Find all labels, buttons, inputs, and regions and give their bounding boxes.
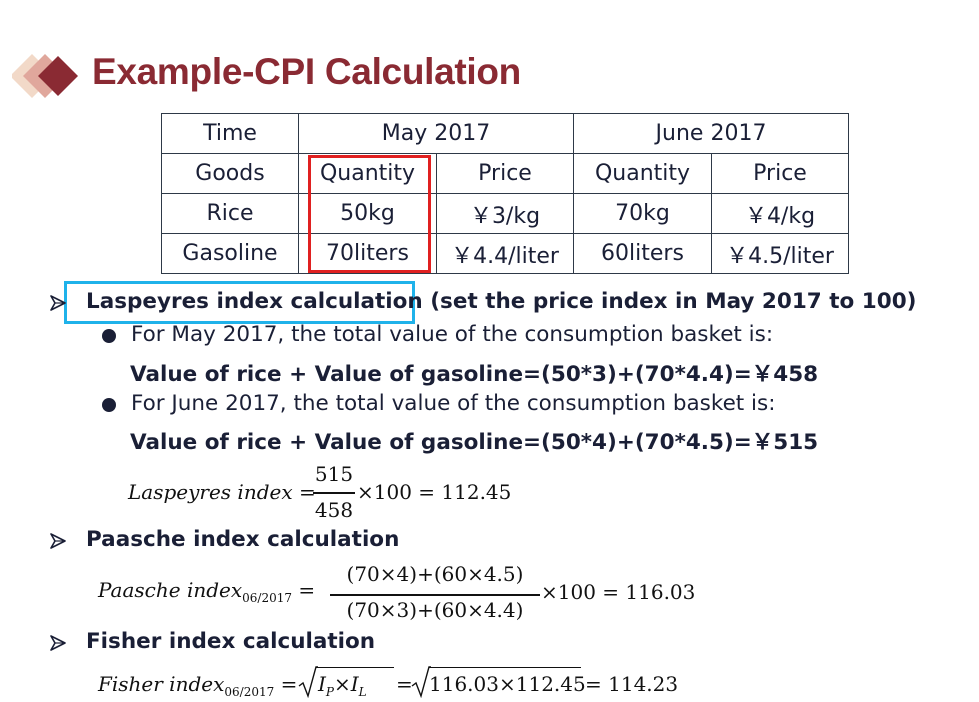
- radical-bar: [316, 667, 394, 669]
- june-basket-calc: Value of rice + Value of gasoline=(50*4)…: [130, 430, 819, 455]
- square-root-icon: [298, 666, 318, 698]
- table-cell: 70kg: [573, 193, 712, 234]
- square-root-icon: [411, 666, 431, 698]
- table-cell: ￥4/kg: [711, 193, 849, 234]
- laspeyres-heading: Laspeyres index calculation (set the pri…: [86, 289, 917, 314]
- may-basket-calc: Value of rice + Value of gasoline=(50*3)…: [130, 362, 819, 387]
- laspeyres-denominator: 458: [314, 498, 354, 522]
- fisher-result: = 114.23: [585, 672, 679, 696]
- table-cell: Goods: [161, 153, 299, 194]
- quantity-highlight-box: [308, 155, 431, 273]
- table-cell: Rice: [161, 193, 299, 234]
- paasche-heading: Paasche index calculation: [86, 527, 400, 552]
- paasche-formula: Paasche index06/2017 = (70×4)+(60×4.5) (…: [98, 562, 696, 622]
- table-row: Gasoline 70liters ￥4.4/liter 60liters ￥4…: [161, 233, 849, 274]
- paasche-formula-label: Paasche index: [98, 578, 243, 602]
- paasche-denominator: (70×3)+(60×4.4): [346, 598, 524, 622]
- table-cell: Price: [711, 153, 849, 194]
- fisher-heading: Fisher index calculation: [86, 629, 376, 654]
- laspeyres-numerator: 515: [314, 462, 354, 486]
- table-cell: Time: [161, 113, 299, 154]
- table-row: Rice 50kg ￥3/kg 70kg ￥4/kg: [161, 193, 849, 234]
- table-cell: ￥3/kg: [436, 193, 574, 234]
- fisher-formula: Fisher index06/2017 = IP×IL = 116.03×112…: [98, 664, 698, 700]
- arrowhead-bullet-icon: [50, 635, 66, 651]
- table-cell: ￥4.5/liter: [711, 233, 849, 274]
- table-row: Time May 2017 June 2017: [161, 113, 849, 154]
- fisher-subscript: 06/2017: [224, 685, 275, 699]
- table-cell: 60liters: [573, 233, 712, 274]
- table-cell: Gasoline: [161, 233, 299, 274]
- round-bullet-icon: [102, 329, 116, 343]
- laspeyres-formula-label: Laspeyres index: [128, 480, 293, 504]
- price-quantity-table: Time May 2017 June 2017 Goods Quantity P…: [161, 113, 849, 274]
- laspeyres-heading-rest: (set the price index in May 2017 to 100): [422, 289, 917, 314]
- fraction-bar: [313, 492, 355, 494]
- table-cell: ￥4.4/liter: [436, 233, 574, 274]
- may-basket-text: For May 2017, the total value of the con…: [131, 322, 774, 347]
- arrowhead-bullet-icon: [50, 295, 66, 311]
- fisher-radicand-1: IP×IL: [318, 672, 367, 699]
- table-cell: May 2017: [298, 113, 574, 154]
- laspeyres-heading-boxed: Laspeyres index calculation: [86, 289, 423, 314]
- table-cell: Price: [436, 153, 574, 194]
- radical-bar: [429, 667, 581, 669]
- paasche-numerator: (70×4)+(60×4.5): [346, 562, 524, 586]
- equals-sign: =: [396, 672, 413, 696]
- page-title: Example-CPI Calculation: [92, 51, 521, 92]
- june-basket-text: For June 2017, the total value of the co…: [131, 391, 776, 416]
- table-cell: Quantity: [573, 153, 712, 194]
- laspeyres-result: ×100 = 112.45: [357, 480, 512, 504]
- paasche-result: ×100 = 116.03: [541, 580, 696, 604]
- table-cell: 70liters: [298, 233, 437, 274]
- paasche-subscript: 06/2017: [242, 591, 292, 605]
- fisher-radicand-2: 116.03×112.45: [429, 672, 586, 696]
- round-bullet-icon: [102, 398, 116, 412]
- laspeyres-formula: Laspeyres index = 515 458 ×100 = 112.45: [128, 462, 512, 522]
- fraction-bar: [330, 594, 540, 596]
- table-cell: June 2017: [573, 113, 849, 154]
- arrowhead-bullet-icon: [50, 533, 66, 549]
- fisher-formula-label: Fisher index: [98, 672, 225, 696]
- diamond-logo-icon: [12, 54, 78, 98]
- table-row: Goods Quantity Price Quantity Price: [161, 153, 849, 194]
